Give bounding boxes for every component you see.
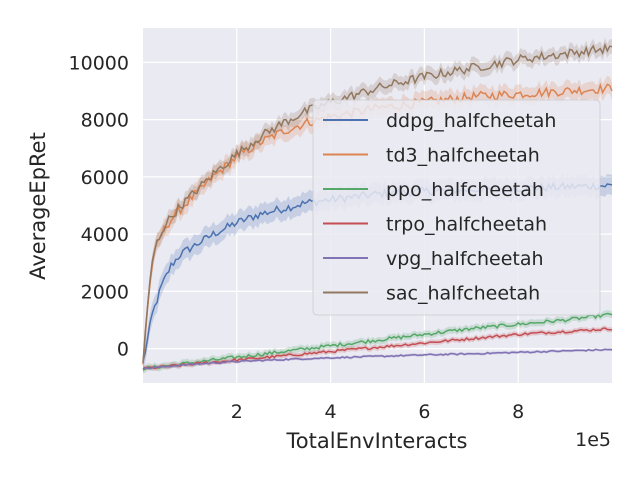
series-line-sac_halfcheetah xyxy=(142,42,613,363)
legend-label: vpg_halfcheetah xyxy=(386,248,544,270)
y-tick-label: 6000 xyxy=(81,167,129,189)
band-td3_halfcheetah xyxy=(143,75,612,374)
x-tick-label: 6 xyxy=(418,401,430,423)
x-tick-labels: 2 4 6 8 xyxy=(231,401,524,423)
series-line-ppo_halfcheetah xyxy=(142,312,613,371)
legend-label: ppo_halfcheetah xyxy=(386,179,544,201)
y-tick-labels: 0 2000 4000 6000 8000 10000 xyxy=(69,52,129,360)
legend: ddpg_halfcheetah td3_halfcheetah ppo_halfc… xyxy=(312,99,601,316)
legend-label: trpo_halfcheetah xyxy=(386,214,547,236)
x-scale-label: 1e5 xyxy=(575,429,611,451)
x-tick-label: 8 xyxy=(512,401,524,423)
y-axis-label: AverageEpRet xyxy=(26,132,50,280)
legend-label: td3_halfcheetah xyxy=(386,145,540,167)
y-tick-label: 8000 xyxy=(81,110,129,132)
y-tick-label: 2000 xyxy=(81,281,129,303)
x-tick-label: 2 xyxy=(231,401,243,423)
x-tick-label: 4 xyxy=(325,401,337,423)
legend-box xyxy=(312,99,601,316)
y-tick-label: 4000 xyxy=(81,224,129,246)
legend-label: sac_halfcheetah xyxy=(386,283,540,305)
legend-label: ddpg_halfcheetah xyxy=(386,110,556,132)
x-axis-label: TotalEnvInteracts xyxy=(286,429,468,453)
series-line-vpg_halfcheetah xyxy=(142,348,613,370)
y-tick-label: 0 xyxy=(117,339,129,361)
y-tick-label: 10000 xyxy=(69,52,129,74)
